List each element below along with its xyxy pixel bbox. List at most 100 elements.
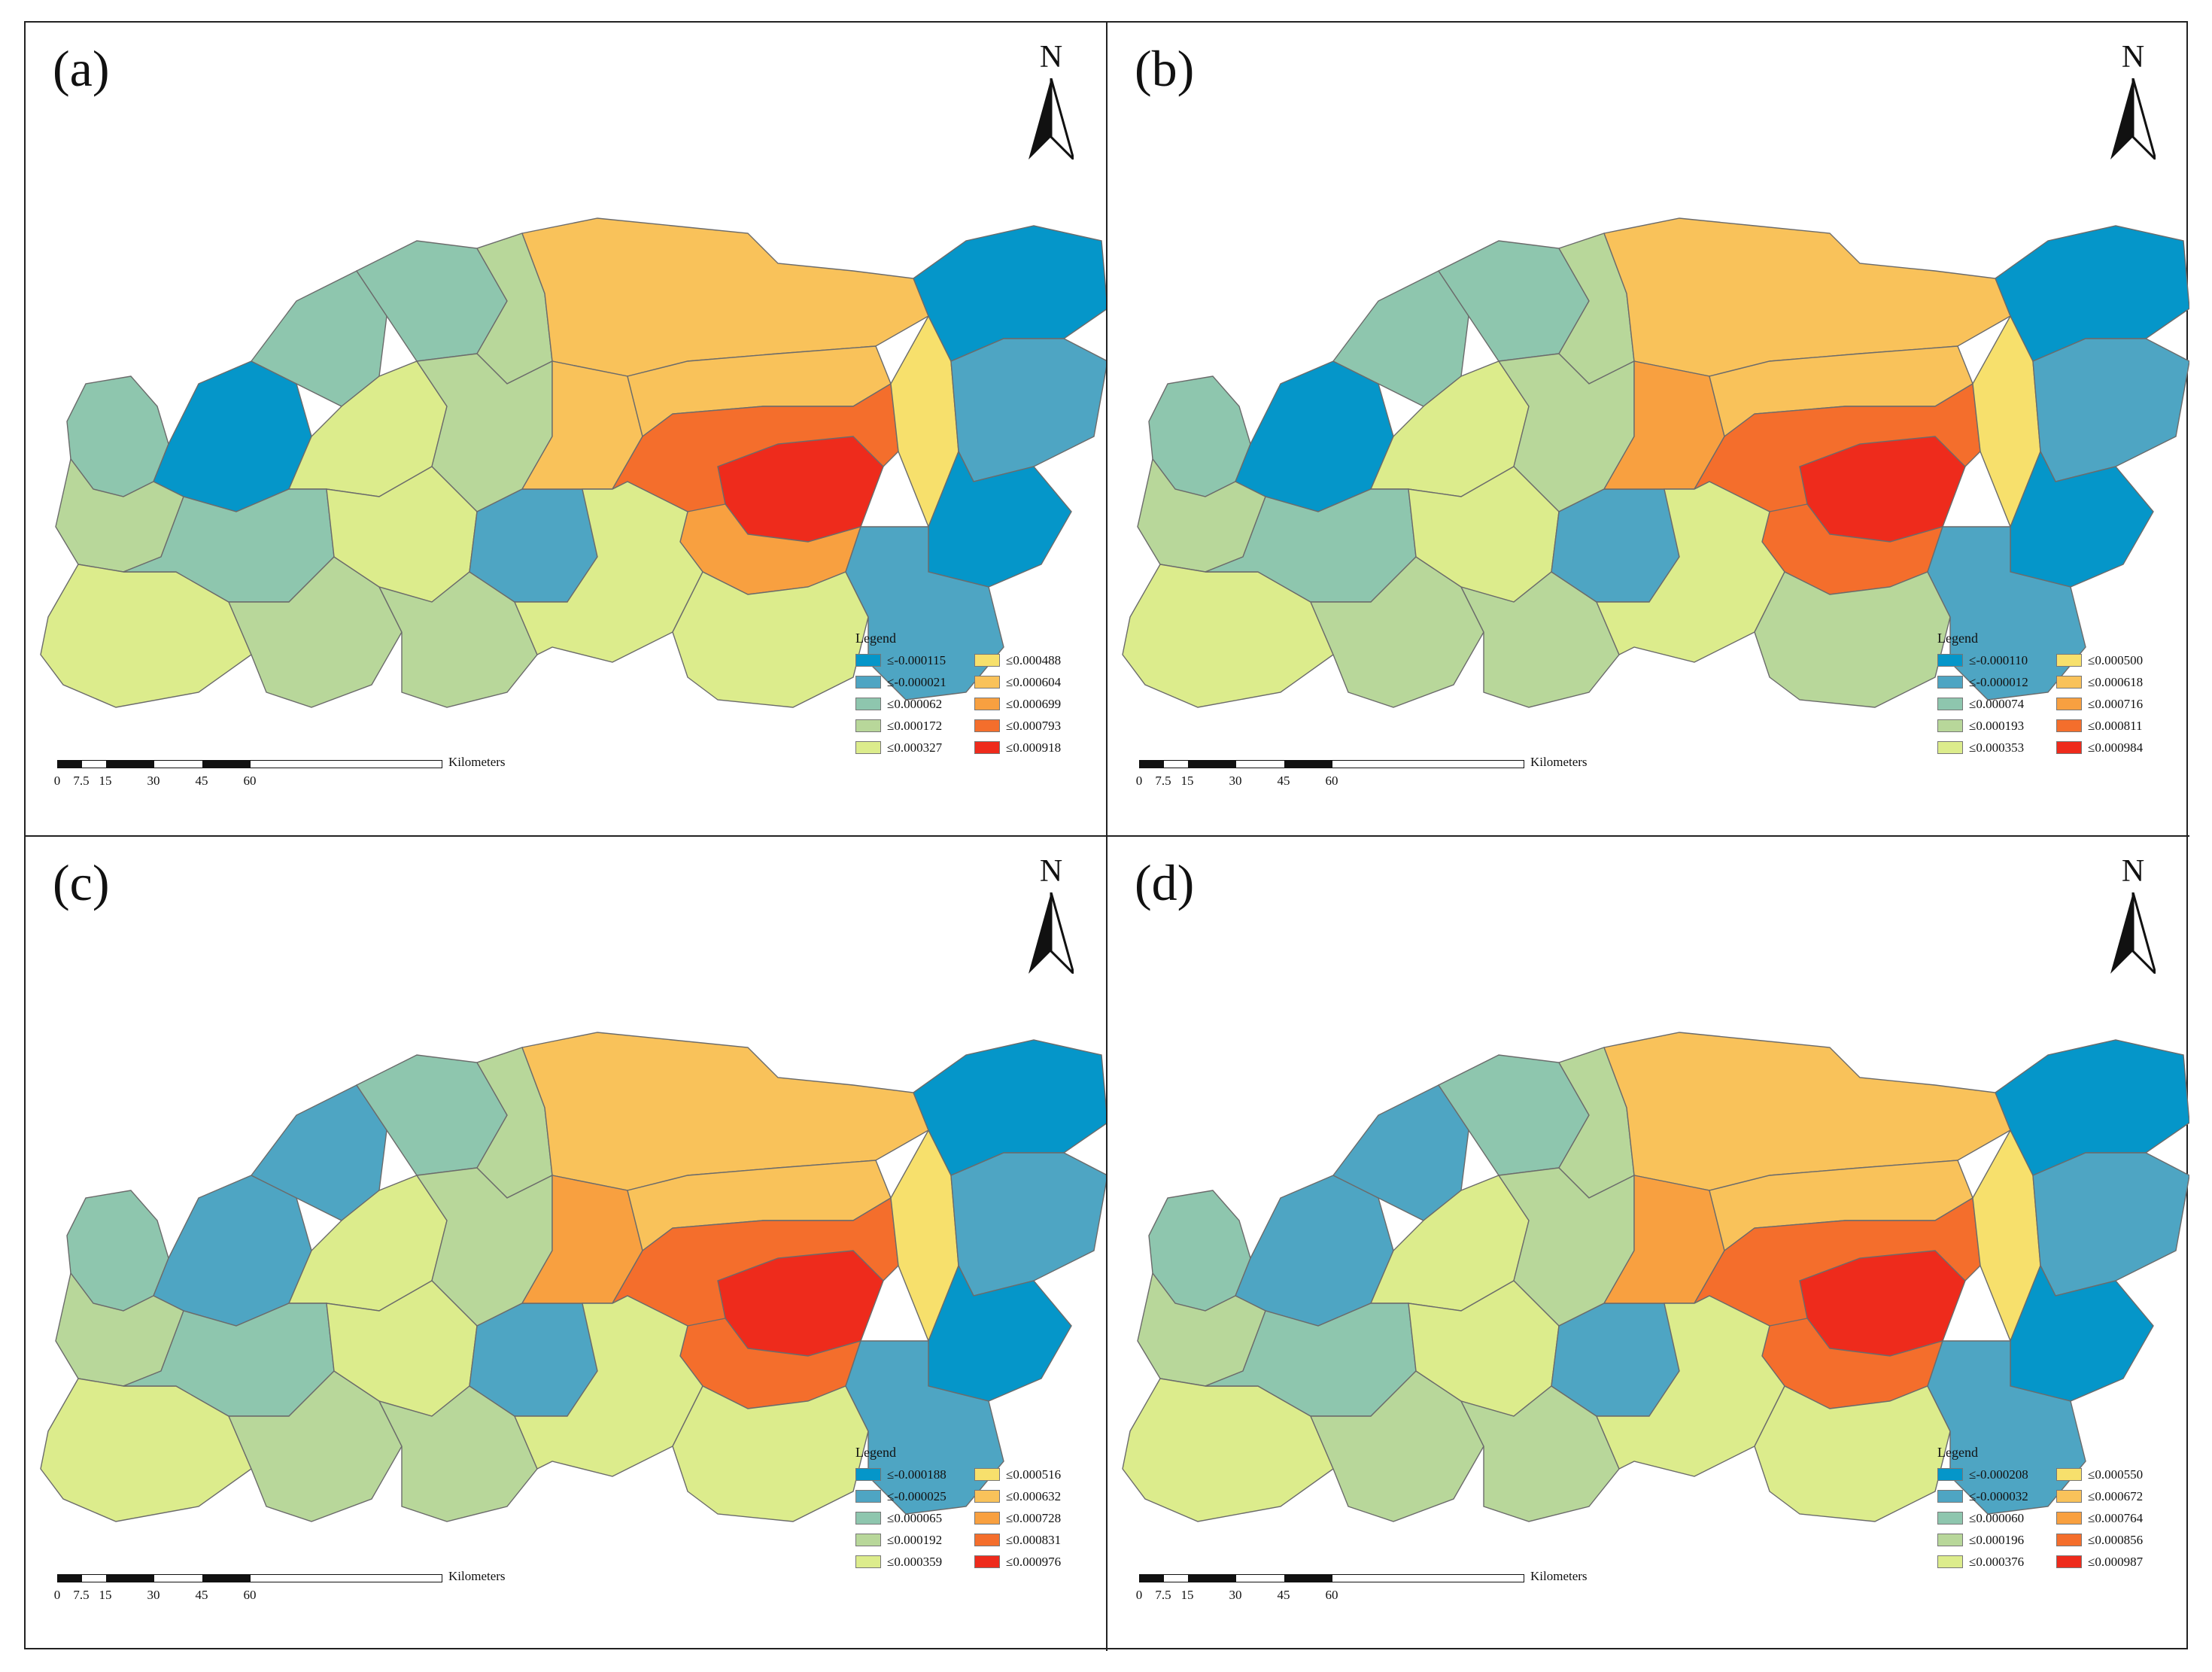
- legend-label: ≤-0.000110: [1969, 652, 2028, 667]
- legend-swatch: [974, 698, 1000, 710]
- scale-bar-graphic: [57, 1574, 442, 1582]
- legend-items: ≤-0.000110 ≤-0.000012 ≤0.000074 ≤0.000193 ≤0…: [1937, 649, 2178, 758]
- legend-swatch: [974, 1534, 1000, 1546]
- legend-label: ≤-0.000208: [1969, 1467, 2028, 1482]
- legend-swatch: [855, 1512, 881, 1525]
- legend-swatch: [1937, 1468, 1963, 1481]
- scale-tick-label: 15: [1180, 1588, 1194, 1602]
- region-south-3: [378, 571, 538, 708]
- legend-label: ≤-0.000032: [1969, 1488, 2028, 1503]
- legend-item: ≤0.000376: [1937, 1551, 2056, 1573]
- legend-swatch: [855, 741, 881, 754]
- legend-item: ≤0.000728: [974, 1507, 1093, 1529]
- legend-item: ≤-0.000115: [855, 649, 974, 671]
- legend-label: ≤0.000716: [2088, 696, 2144, 711]
- legend-item: ≤-0.000208: [1937, 1464, 2056, 1485]
- scale-segment: [1236, 761, 1284, 768]
- legend-label: ≤-0.000021: [887, 674, 946, 689]
- scale-segment: [1284, 761, 1332, 768]
- north-arrow-icon: N: [1022, 39, 1080, 160]
- scale-bar-graphic: [1139, 760, 1524, 768]
- map-panel-3: (d) N Legend ≤-0.000208 ≤-0.000032 ≤0.0000…: [1108, 837, 2189, 1651]
- legend-item: ≤0.000811: [2056, 715, 2175, 737]
- north-arrow-icon: N: [2104, 39, 2162, 160]
- legend-swatch: [855, 1468, 881, 1481]
- choropleth-map: [1122, 217, 2189, 708]
- legend-item: ≤0.000793: [974, 715, 1093, 737]
- legend-item: ≤0.000074: [1937, 693, 2056, 715]
- legend-item: ≤0.000856: [2056, 1529, 2175, 1551]
- scale-tick-label: 45: [1277, 774, 1290, 788]
- map-panel-0: (a) N Legend ≤-0.000115 ≤-0.000021 ≤0.0000…: [26, 23, 1108, 837]
- legend-label: ≤0.000856: [2088, 1532, 2144, 1547]
- scale-segment: [202, 761, 251, 768]
- north-arrow-icon: N: [2104, 853, 2162, 974]
- legend-label: ≤0.000618: [2088, 674, 2144, 689]
- legend-item: ≤0.000359: [855, 1551, 974, 1573]
- legend-swatch: [2056, 1555, 2082, 1568]
- scale-bar-graphic: [1139, 1574, 1524, 1582]
- legend-swatch: [855, 719, 881, 732]
- region-south-central: [513, 1295, 703, 1477]
- legend-swatch: [855, 654, 881, 667]
- region-south-3: [378, 1385, 538, 1522]
- legend-label: ≤0.000074: [1969, 696, 2025, 711]
- scale-segment: [58, 1575, 82, 1582]
- legend-swatch: [974, 676, 1000, 689]
- region-east-1: [1995, 225, 2189, 362]
- choropleth-map: [40, 1032, 1106, 1522]
- legend-swatch: [855, 1555, 881, 1568]
- legend-label: ≤0.000376: [1969, 1554, 2025, 1569]
- map-panel-2: (c) N Legend ≤-0.000188 ≤-0.000025 ≤0.0000…: [26, 837, 1108, 1651]
- legend-label: ≤0.000984: [2088, 740, 2144, 755]
- scale-tick-label: 0: [1135, 774, 1143, 788]
- north-letter: N: [2121, 40, 2145, 74]
- scale-tick-label: 30: [1229, 1588, 1242, 1602]
- legend-label: ≤0.000192: [887, 1532, 943, 1547]
- legend-swatch: [2056, 698, 2082, 710]
- legend-swatch: [1937, 719, 1963, 732]
- legend-label: ≤0.000359: [887, 1554, 943, 1569]
- legend-label: ≤0.000550: [2088, 1467, 2144, 1482]
- legend-title: Legend: [1937, 631, 1978, 646]
- legend-title: Legend: [855, 1445, 896, 1460]
- legend-item: ≤-0.000012: [1937, 671, 2056, 693]
- legend-item: ≤0.000192: [855, 1529, 974, 1551]
- scale-unit: Kilometers: [1530, 755, 1588, 769]
- legend-item: ≤0.000193: [1937, 715, 2056, 737]
- scale-segment: [1188, 1575, 1236, 1582]
- scale-tick-label: 45: [195, 774, 208, 788]
- legend-item: ≤0.000632: [974, 1485, 1093, 1507]
- scale-tick-label: 0: [53, 774, 61, 788]
- region-east-2: [950, 1152, 1106, 1297]
- legend-item: ≤0.000699: [974, 693, 1093, 715]
- legend-label: ≤0.000764: [2088, 1510, 2144, 1525]
- legend-item: ≤0.000604: [974, 671, 1093, 693]
- region-north-hill-1: [1332, 270, 1469, 407]
- scale-tick-label: 15: [1180, 774, 1194, 788]
- legend-label: ≤0.000516: [1006, 1467, 1062, 1482]
- region-north-hill-1: [250, 270, 387, 407]
- region-south-3: [1460, 571, 1620, 708]
- scale-segment: [1188, 761, 1236, 768]
- legend-item: ≤0.000716: [2056, 693, 2175, 715]
- legend-swatch: [2056, 1512, 2082, 1525]
- legend-swatch: [2056, 654, 2082, 667]
- scale-unit: Kilometers: [448, 755, 506, 769]
- scale-tick-label: 30: [1229, 774, 1242, 788]
- legend-label: ≤0.000699: [1006, 696, 1062, 711]
- legend-label: ≤0.000172: [887, 718, 943, 733]
- legend-item: ≤0.000987: [2056, 1551, 2175, 1573]
- legend-item: ≤-0.000021: [855, 671, 974, 693]
- scale-segment: [58, 761, 82, 768]
- legend-label: ≤0.000193: [1969, 718, 2025, 733]
- legend-item: ≤0.000976: [974, 1551, 1093, 1573]
- legend-item: ≤0.000516: [974, 1464, 1093, 1485]
- legend-swatch: [1937, 698, 1963, 710]
- region-south-central: [513, 481, 703, 663]
- legend-swatch: [1937, 741, 1963, 754]
- legend-item: ≤0.000918: [974, 737, 1093, 758]
- legend-swatch: [1937, 654, 1963, 667]
- scale-segment: [1164, 1575, 1188, 1582]
- scale-tick-label: 7.5: [73, 1588, 90, 1602]
